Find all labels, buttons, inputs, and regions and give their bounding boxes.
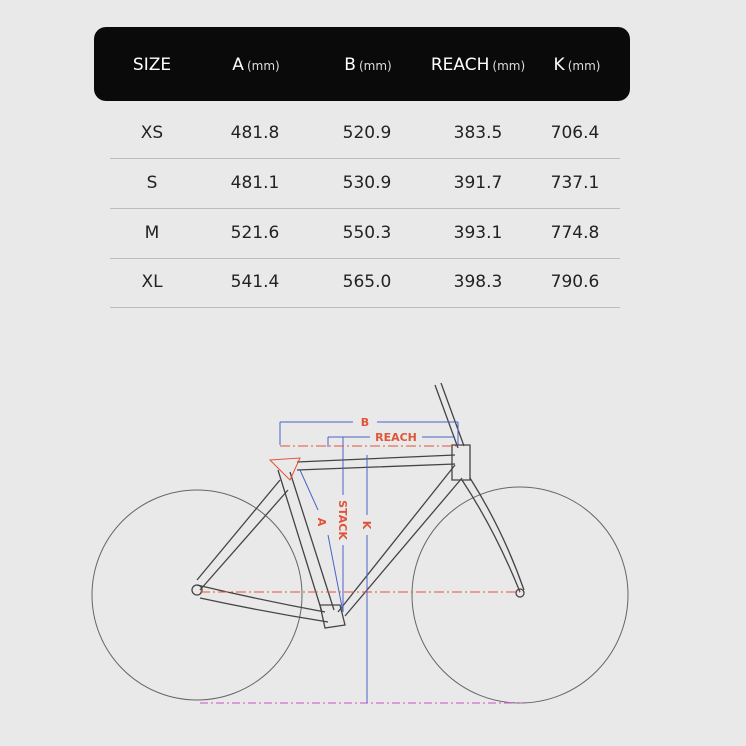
table-row: M 521.6 550.3 393.1 774.8 (110, 209, 620, 259)
cell-size: XL (141, 272, 163, 292)
down-tube (337, 464, 463, 617)
frame (191, 382, 525, 629)
table-row: XL 541.4 565.0 398.3 790.6 (110, 258, 620, 308)
cell-size: M (144, 223, 160, 243)
cell-b: 520.9 (342, 123, 392, 143)
header-label: A (232, 55, 244, 75)
label-stack: STACK (336, 500, 349, 540)
chain-stay (196, 584, 329, 623)
table-row: S 481.1 530.9 391.7 737.1 (110, 159, 620, 209)
steerer (434, 382, 465, 449)
dimension-lines-blue (279, 421, 459, 703)
cell-size: S (146, 173, 158, 193)
top-tube (296, 454, 456, 471)
header-size: SIZE (133, 27, 171, 101)
header-k: K (mm) (554, 27, 601, 101)
table-row: XS 481.8 520.9 383.5 706.4 (110, 109, 620, 159)
cell-a: 541.4 (230, 272, 280, 292)
seat-tube (277, 469, 335, 613)
label-reach: REACH (375, 431, 417, 444)
header-unit: (mm) (567, 59, 601, 73)
cell-k: 706.4 (550, 123, 600, 143)
front-wheel (411, 486, 629, 704)
bottom-bracket (319, 604, 346, 629)
cell-b: 550.3 (342, 223, 392, 243)
header-unit: (mm) (492, 59, 526, 73)
head-tube (451, 444, 471, 481)
cell-a: 481.1 (230, 173, 280, 193)
header-b: B (mm) (344, 27, 391, 101)
table-header: SIZE A (mm) B (mm) REACH (mm) K (mm) (94, 27, 630, 101)
cell-a: 521.6 (230, 223, 280, 243)
header-unit: (mm) (358, 59, 392, 73)
rear-wheel (91, 489, 303, 701)
header-label: B (344, 55, 356, 75)
cell-k: 774.8 (550, 223, 600, 243)
cell-reach: 398.3 (453, 272, 503, 292)
header-label: REACH (430, 55, 490, 75)
header-a: A (mm) (232, 27, 279, 101)
cell-reach: 391.7 (453, 173, 503, 193)
label-a: A (315, 518, 328, 527)
cell-a: 481.8 (230, 123, 280, 143)
label-b: B (361, 416, 369, 429)
header-unit: (mm) (246, 59, 280, 73)
cell-k: 737.1 (550, 173, 600, 193)
cell-size: XS (140, 123, 164, 143)
cell-k: 790.6 (550, 272, 600, 292)
cell-b: 530.9 (342, 173, 392, 193)
header-reach: REACH (mm) (431, 27, 525, 101)
rear-dropout (191, 584, 203, 596)
cell-b: 565.0 (342, 272, 392, 292)
cell-reach: 393.1 (453, 223, 503, 243)
cell-reach: 383.5 (453, 123, 503, 143)
dimension-lines-red (200, 445, 520, 593)
label-k: K (360, 521, 373, 530)
front-dropout (515, 588, 525, 598)
fork (461, 477, 525, 593)
header-label: SIZE (132, 55, 172, 75)
header-label: K (553, 55, 565, 75)
seat-stay (196, 479, 289, 591)
